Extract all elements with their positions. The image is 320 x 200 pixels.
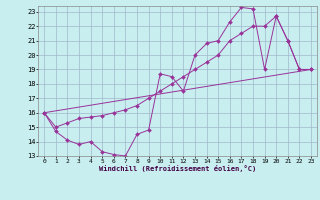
X-axis label: Windchill (Refroidissement éolien,°C): Windchill (Refroidissement éolien,°C) — [99, 165, 256, 172]
